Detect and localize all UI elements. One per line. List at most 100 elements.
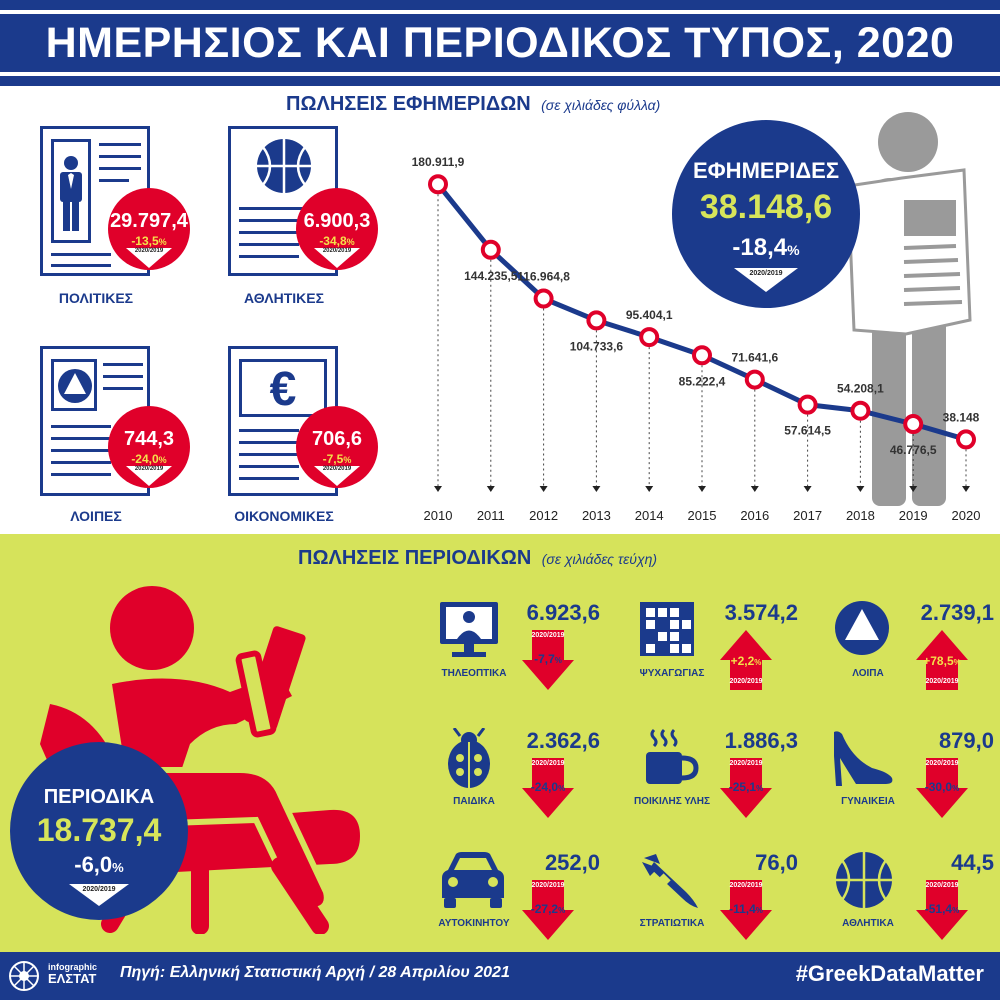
financial-value: 706,6 [311, 428, 363, 450]
ladybug-icon [448, 728, 490, 788]
drop-arrow [592, 486, 601, 492]
variety-value: 1.886,3 [724, 728, 798, 753]
magazine-item-tv: ΤΗΛΕΟΠΤΙΚΑ 6.923,6 2020/2019 -7,7% [438, 600, 608, 700]
x-tick-2019: 2019 [899, 508, 928, 523]
car-label: ΑΥΤΟΚΙΝΗΤΟΥ [438, 918, 510, 929]
sports-value: 6.900,3 [303, 210, 371, 232]
drop-arrow [962, 486, 970, 492]
magazine-item-sports: ΑΘΛΗΤΙΚΑ 44,5 2020/2019 -51,4% [832, 850, 1000, 950]
other-mag-label: ΛΟΙΠΑ [852, 668, 884, 679]
drop-arrow [486, 486, 495, 492]
other-change: -24,0 [131, 452, 159, 466]
chart-markers [428, 174, 976, 450]
financial-year-tag: 2020/2019 [322, 466, 352, 472]
magazine-item-children: ΠΑΙΔΙΚΑ 2.362,6 2020/2019 -24,0% [438, 728, 608, 828]
x-tick-2015: 2015 [688, 508, 717, 523]
car-change-arrow: 2020/2019 -27,2% [522, 880, 574, 940]
data-label-2012: 116.964,8 [517, 270, 570, 284]
children-change-arrow: 2020/2019 -24,0% [522, 758, 574, 818]
magazines-section: ΠΩΛΗΣΕΙΣ ΠΕΡΙΟΔΙΚΩΝ (σε χιλιάδες τεύχη) … [0, 534, 1000, 952]
newspapers-title: ΠΩΛΗΣΕΙΣ ΕΦΗΜΕΡΙΔΩΝ [286, 93, 531, 115]
drop-arrow [539, 486, 548, 492]
x-tick-2014: 2014 [635, 508, 664, 523]
women-change-arrow: 2020/2019 -30,0% [916, 758, 968, 818]
newspapers-total-value: 38.148,6 [699, 188, 833, 226]
data-point-2015 [692, 345, 712, 366]
tv-icon [440, 602, 498, 657]
missile-icon [642, 854, 698, 908]
x-tick-2018: 2018 [846, 508, 875, 523]
data-point-2019 [903, 414, 924, 435]
x-tick-2011: 2011 [477, 508, 505, 523]
newspapers-total-change: -18,4 [732, 234, 788, 261]
chart-data-labels: 180.911,9 144.235,5 116.964,8 104.733,6 95.4… [412, 155, 980, 457]
magazine-item-other: ΛΟΙΠΑ 2.739,1 +78,5% 2020/2019 [832, 600, 1000, 700]
variety-change: -25,1 [728, 780, 757, 794]
political-change: -13,5 [131, 234, 159, 248]
car-change: -27,2 [530, 902, 559, 916]
drop-arrow [803, 486, 812, 492]
sports-mag-label: ΑΘΛΗΤΙΚΑ [842, 918, 894, 929]
newspapers-total-circle: ΕΦΗΜΕΡΙΔΕΣ 38.148,6 -18,4% 2020/2019 [672, 120, 860, 308]
magazine-item-car: ΑΥΤΟΚΙΝΗΤΟΥ 252,0 2020/2019 -27,2% [438, 850, 608, 950]
entertainment-value: 3.574,2 [724, 600, 798, 625]
other-mag-value: 2.739,1 [920, 600, 994, 625]
women-value: 879,0 [938, 728, 994, 753]
newspapers-total-year-tag: 2020/2019 [749, 270, 783, 277]
other-badge: 744,3 -24,0% 2020/2019 [108, 406, 190, 488]
tv-value: 6.923,6 [526, 600, 600, 625]
newspapers-unit: (σε χιλιάδες φύλλα) [541, 97, 661, 113]
svg-text:€: € [270, 363, 297, 413]
data-label-2014: 95.404,1 [626, 308, 673, 322]
political-year-tag: 2020/2019 [134, 248, 164, 254]
data-point-2014 [639, 327, 660, 348]
car-icon [442, 852, 504, 908]
magazine-item-variety: ΠΟΙΚΙΛΗΣ ΥΛΗΣ 1.886,3 2020/2019 -25,1% [634, 728, 806, 828]
x-tick-2016: 2016 [740, 508, 769, 523]
x-tick-2012: 2012 [529, 508, 558, 523]
drop-arrow [434, 486, 442, 492]
car-value: 252,0 [544, 850, 600, 875]
x-tick-2020: 2020 [952, 508, 980, 523]
magazine-item-military: ΣΤΡΑΤΙΩΤΙΚΑ 76,0 2020/2019 -11,4% [636, 850, 806, 950]
magazines-total-title: ΠΕΡΙΟΔΙΚΑ [43, 786, 155, 808]
drop-arrow [750, 486, 759, 492]
magazines-heading: ΠΩΛΗΣΕΙΣ ΠΕΡΙΟΔΙΚΩΝ (σε χιλιάδες τεύχη) [298, 547, 657, 570]
drop-arrow [909, 486, 918, 492]
sports-change: -34,8 [319, 234, 347, 248]
basketball-icon [257, 139, 311, 193]
financial-badge: 706,6 -7,5% 2020/2019 [296, 406, 378, 488]
tv-label: ΤΗΛΕΟΠΤΙΚΑ [441, 668, 507, 679]
data-label-2011: 144.235,5 [464, 269, 518, 283]
magazines-total-value: 18.737,4 [36, 812, 162, 848]
variety-change-arrow: 2020/2019 -25,1% [720, 758, 772, 818]
children-change: -24,0 [530, 780, 559, 794]
drop-arrow [645, 486, 654, 492]
entertainment-change: +2,2 [730, 654, 755, 668]
sports-badge: 6.900,3 -34,8% 2020/2019 [296, 188, 378, 270]
data-label-2016: 71.641,6 [731, 351, 778, 365]
sports-label: ΑΘΛΗΤΙΚΕΣ [244, 290, 324, 306]
triangle-icon [835, 601, 889, 655]
data-label-2015: 85.222,4 [679, 374, 726, 388]
data-point-2016 [744, 369, 765, 390]
newspapers-heading: ΠΩΛΗΣΕΙΣ ΕΦΗΜΕΡΙΔΩΝ (σε χιλιάδες φύλλα) [286, 93, 660, 116]
children-value: 2.362,6 [526, 728, 600, 753]
military-value: 76,0 [755, 850, 798, 875]
magazines-title: ΠΩΛΗΣΕΙΣ ΠΕΡΙΟΔΙΚΩΝ [298, 547, 532, 569]
crossword-icon [640, 602, 694, 656]
magazines-total-circle: ΠΕΡΙΟΔΙΚΑ 18.737,4 -6,0% 2020/2019 [10, 742, 188, 920]
variety-label: ΠΟΙΚΙΛΗΣ ΥΛΗΣ [634, 796, 710, 807]
drop-arrow [698, 486, 706, 492]
source-note: Πηγή: Ελληνική Στατιστική Αρχή / 28 Απρι… [120, 964, 510, 981]
entertainment-label: ΨΥΧΑΓΩΓΙΑΣ [639, 668, 705, 679]
euro-icon: € [270, 363, 297, 413]
coffee-cup-icon [646, 728, 699, 784]
chart-x-tick-labels: 2010 2011 2012 2013 2014 2015 2016 2017 2018 2019… [424, 508, 980, 523]
data-label-2019: 46.776,5 [890, 443, 937, 457]
data-point-2017 [797, 394, 818, 415]
other-mag-change: +78,5 [923, 654, 954, 668]
newspapers-total-title: ΕΦΗΜΕΡΙΔΕΣ [692, 158, 840, 183]
newspaper-reader-icon [846, 112, 972, 506]
